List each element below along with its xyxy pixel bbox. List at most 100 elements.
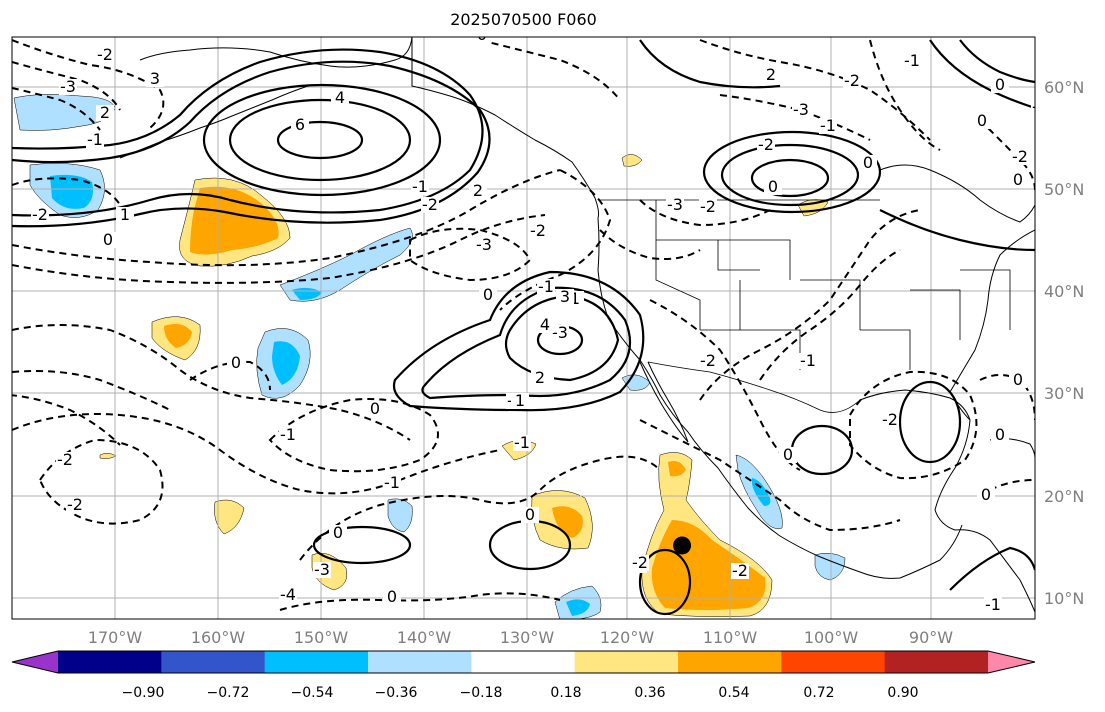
colorbar-extend-high [988,651,1035,673]
contour-positive [12,60,491,228]
contour-lines [12,39,1035,616]
contour-label-bg [116,207,134,223]
contour-label: 0 [231,353,241,372]
contour-labels: 0-2-332-1461-20-12-2-30-2-3-110-134210-2… [31,25,1048,614]
contour-positive [12,48,484,217]
contour-label-bg [1009,172,1027,188]
contour-negative [869,39,941,151]
contour-label-bg [86,132,104,148]
contour-label: 0 [477,25,487,44]
contour-label: 2 [100,103,110,122]
contour-positive [702,130,882,214]
contour-label: 1 [570,289,580,308]
lat-tick-label: 40°N [1044,282,1084,301]
contour-label-bg [366,401,384,417]
contour-label: 0 [370,399,380,418]
lat-tick-label: 60°N [1044,78,1084,97]
anomaly-negative-light [621,374,651,391]
colorbar-extend-low [12,651,58,673]
contour-label-bg [859,155,877,171]
contour-label-bg [146,71,164,87]
contour-label: -2 [758,135,774,154]
contour-label-bg [991,427,1009,443]
contour-label-bg [731,563,749,579]
anomaly-positive-strong [190,186,279,255]
contour-label: 0 [1013,370,1023,389]
colorbar-tick-label: 0.18 [550,685,581,701]
contour-label-bg [279,587,297,603]
colorbar-outline [11,650,1036,674]
contour-label-bg [881,412,899,428]
colorbar-tick-label: −0.90 [122,685,165,701]
contour-label: -1 [514,433,530,452]
contour-label-bg [411,179,429,195]
lon-tick-label: 110°W [703,628,758,647]
contour-label: -2 [732,561,748,580]
coastline-gulf [859,389,1035,613]
contour-label-bg [799,353,817,369]
colorbar-cell [574,651,679,673]
contour-label: 6 [295,115,305,134]
contour-label-bg [819,118,837,134]
contour-label: -2 [57,450,73,469]
contour-positive [720,143,860,207]
contour-positive [392,270,645,412]
contour-label: 0 [863,153,873,172]
contour-label-bg [329,525,347,541]
contour-label: -3 [314,560,330,579]
colorbar: −0.90 −0.72 −0.54 −0.36 −0.18 0.18 0.36 … [11,650,1036,701]
contour-negative [12,169,561,267]
contour-negative [12,214,546,284]
colorbar-cell [58,651,162,673]
contour-label: -2 [32,205,48,224]
lon-tick-label: 140°W [397,628,452,647]
contour-negative [639,199,771,227]
contour-label-bg [313,562,331,578]
anomaly-positive-strong [668,461,686,477]
colorbar-tick-label: 0.36 [634,685,665,701]
contour-label: -3 [1032,97,1048,116]
contour-label: 0 [981,485,991,504]
contour-label-bg [511,393,529,409]
contour-label-bg [903,53,921,69]
contour-label: 0 [525,505,535,524]
contour-label: -3 [793,100,809,119]
contour-negative [12,39,165,129]
coastline-hudson [879,164,1035,223]
anomaly-negative-strong [50,174,93,209]
contour-positive [202,83,442,197]
contour-label-bg [779,447,797,463]
contour-label: -1 [800,351,816,370]
contour-label-bg [479,287,497,303]
contour-negative [479,39,621,101]
contour-label-bg [531,370,549,386]
contour-label: 0 [387,587,397,606]
anomaly-positive-light [99,453,117,459]
contour-label-bg [279,427,297,443]
contour-positive [421,286,632,400]
lat-tick-label: 20°N [1044,487,1084,506]
lon-tick-label: 90°W [909,628,953,647]
lon-axis: 170°W 160°W 150°W 140°W 130°W 120°W 110°… [88,628,953,647]
contour-label-bg [99,232,117,248]
contour-label-bg [764,179,782,195]
contour-negative [719,94,871,141]
lat-axis: 60°N 50°N 40°N 30°N 20°N 10°N [1044,78,1084,608]
coastline-alaska [139,37,600,219]
contour-label-bg [537,279,555,295]
contour-label: -2 [632,553,648,572]
contour-label-bg [96,105,114,121]
contour-label-bg [1031,99,1035,115]
coastline-baja [639,361,689,443]
contour-label-bg [383,589,401,605]
contour-label-bg [473,37,491,43]
colorbar-tick-label: 0.72 [803,685,834,701]
contour-label-bg [666,197,684,213]
map-title: 2025070500 F060 [450,10,597,29]
contour-label: 0 [333,523,343,542]
colorbar-cell [264,651,369,673]
contour-label: 0 [483,285,493,304]
contour-label: 2 [766,65,776,84]
contour-negative [12,87,101,131]
